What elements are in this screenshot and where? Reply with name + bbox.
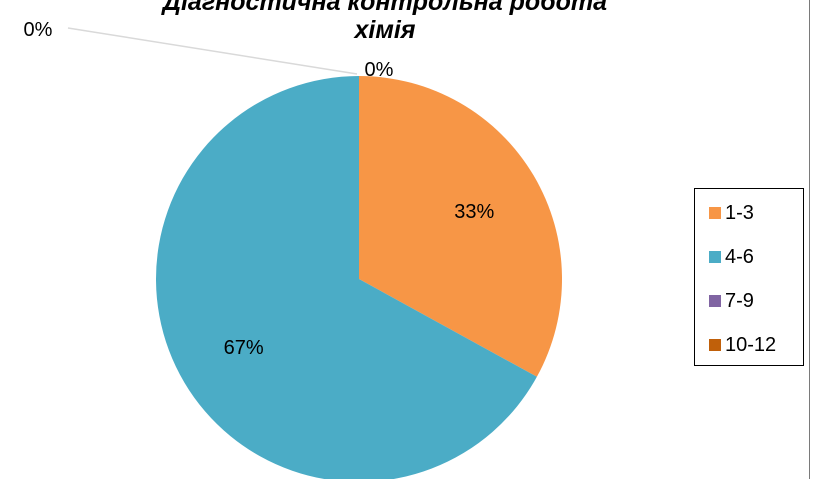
- leader-line-10-12: [68, 28, 357, 74]
- legend-label: 10-12: [725, 334, 776, 357]
- slice-label-10-12: 0%: [24, 19, 53, 41]
- legend-swatch-4-6: [709, 251, 721, 263]
- legend-swatch-10-12: [709, 339, 721, 351]
- legend-label: 1-3: [725, 202, 754, 225]
- legend-item-7-9: 7-9: [709, 289, 754, 313]
- slice-label-4-6: 67%: [224, 337, 264, 359]
- legend-label: 4-6: [725, 246, 754, 269]
- legend-swatch-1-3: [709, 207, 721, 219]
- legend-item-10-12: 10-12: [709, 333, 776, 357]
- pie-slices: [156, 76, 562, 479]
- legend-item-1-3: 1-3: [709, 201, 754, 225]
- legend-label: 7-9: [725, 290, 754, 313]
- leader-lines: [68, 28, 357, 74]
- legend: 1-3 4-6 7-9 10-12: [694, 188, 804, 366]
- legend-item-4-6: 4-6: [709, 245, 754, 269]
- slice-label-1-3: 33%: [454, 201, 494, 223]
- legend-swatch-7-9: [709, 295, 721, 307]
- frame-border: [809, 0, 810, 479]
- slice-label-7-9: 0%: [365, 59, 394, 81]
